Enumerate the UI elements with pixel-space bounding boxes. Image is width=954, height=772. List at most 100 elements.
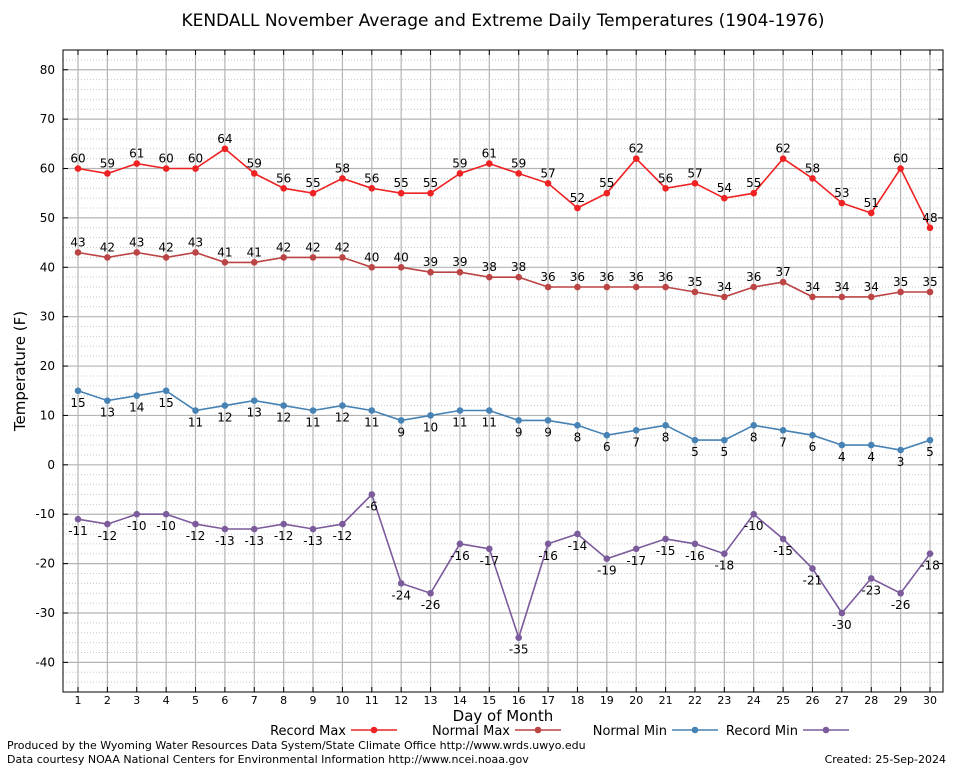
- data-point: [397, 263, 405, 271]
- data-label: 4: [867, 450, 875, 464]
- data-point: [486, 273, 493, 281]
- data-label: 9: [397, 425, 405, 439]
- data-label: 35: [893, 275, 908, 289]
- data-label: 4: [838, 450, 846, 464]
- data-label: -19: [597, 564, 617, 578]
- data-point: [74, 165, 82, 172]
- y-tick-label: 40: [40, 260, 55, 274]
- data-label: 55: [305, 176, 320, 190]
- data-label: -35: [509, 643, 529, 657]
- data-label: 39: [423, 255, 438, 269]
- data-point: [691, 540, 699, 548]
- series-line-normal-max: [77, 251, 930, 298]
- data-point: [721, 293, 728, 301]
- x-tick-label: 2: [104, 694, 111, 707]
- data-point: [926, 436, 934, 444]
- data-label: 59: [247, 156, 262, 170]
- data-label: 58: [335, 161, 350, 175]
- x-tick-label: 14: [453, 694, 467, 707]
- data-point: [809, 431, 816, 439]
- data-point: [456, 170, 464, 177]
- data-label: -14: [568, 539, 588, 553]
- data-label: 34: [834, 280, 849, 294]
- data-point: [603, 283, 611, 291]
- x-tick-label: 29: [894, 694, 908, 707]
- y-tick-label: 70: [40, 112, 55, 126]
- data-label: 56: [364, 171, 379, 185]
- data-label: 55: [746, 176, 761, 190]
- data-label: -16: [685, 549, 705, 563]
- data-label: 57: [540, 166, 555, 180]
- data-point: [867, 293, 875, 301]
- data-point: [515, 417, 522, 424]
- data-label: 11: [452, 416, 467, 430]
- data-point: [74, 515, 82, 523]
- x-tick-label: 13: [424, 694, 438, 707]
- data-label: 51: [864, 196, 879, 210]
- data-point: [192, 407, 199, 414]
- series-line-record-max: [77, 147, 931, 229]
- data-point: [74, 387, 82, 395]
- data-label: -6: [366, 499, 378, 513]
- data-point: [104, 397, 111, 404]
- data-label: 6: [603, 440, 611, 454]
- data-label: 34: [805, 280, 820, 294]
- data-point: [867, 441, 875, 449]
- data-label: 42: [276, 240, 291, 254]
- data-label: 61: [482, 147, 497, 161]
- legend-marker: [370, 726, 378, 734]
- data-label: 60: [158, 152, 173, 166]
- data-label: 59: [100, 156, 115, 170]
- legend: Record Max Normal Max Normal Min Record Min: [270, 724, 849, 739]
- y-tick-label: 50: [40, 211, 55, 225]
- data-point: [926, 288, 934, 296]
- data-point: [515, 170, 522, 177]
- data-label: 9: [515, 425, 523, 439]
- data-point: [603, 555, 611, 562]
- data-label: -15: [773, 544, 793, 558]
- data-label: 60: [188, 152, 203, 166]
- x-tick-label: 8: [280, 694, 287, 707]
- data-label: 36: [599, 270, 614, 284]
- legend-label: Normal Min: [593, 724, 667, 739]
- data-point: [250, 170, 258, 177]
- data-label: 8: [574, 430, 582, 444]
- data-label: -21: [803, 574, 823, 588]
- data-point: [838, 293, 846, 301]
- data-label: 5: [926, 445, 934, 459]
- data-point: [721, 194, 728, 202]
- data-label: 5: [721, 445, 729, 459]
- data-point: [838, 199, 846, 207]
- data-label: 15: [158, 396, 173, 410]
- data-point: [280, 254, 287, 261]
- data-point: [280, 402, 287, 409]
- data-point: [221, 145, 229, 153]
- x-tick-label: 5: [192, 694, 199, 707]
- data-label: 14: [129, 401, 144, 415]
- data-label: 39: [452, 255, 467, 269]
- x-tick-label: 23: [717, 694, 731, 707]
- chart-title: KENDALL November Average and Extreme Dai…: [181, 11, 824, 31]
- data-point: [897, 288, 904, 296]
- data-point: [779, 426, 787, 434]
- data-label: 12: [335, 411, 350, 425]
- credit-line-1: Produced by the Wyoming Water Resources …: [7, 739, 586, 752]
- data-point: [544, 540, 552, 548]
- data-label: -11: [68, 524, 88, 538]
- legend-label: Record Min: [726, 724, 798, 739]
- data-label: 42: [158, 240, 173, 254]
- data-label: 7: [779, 435, 787, 449]
- legend-marker: [691, 726, 699, 734]
- data-point: [691, 288, 699, 296]
- grid: [63, 49, 943, 693]
- y-tick-label: -20: [35, 557, 55, 571]
- data-point: [574, 283, 581, 291]
- data-label: -24: [391, 588, 411, 602]
- data-label: 3: [897, 455, 905, 469]
- data-point: [427, 189, 434, 197]
- data-label: 36: [629, 270, 644, 284]
- series-line-normal-min: [77, 389, 931, 451]
- data-point: [427, 589, 434, 597]
- x-tick-label: 16: [512, 694, 526, 707]
- data-label: -10: [127, 519, 147, 533]
